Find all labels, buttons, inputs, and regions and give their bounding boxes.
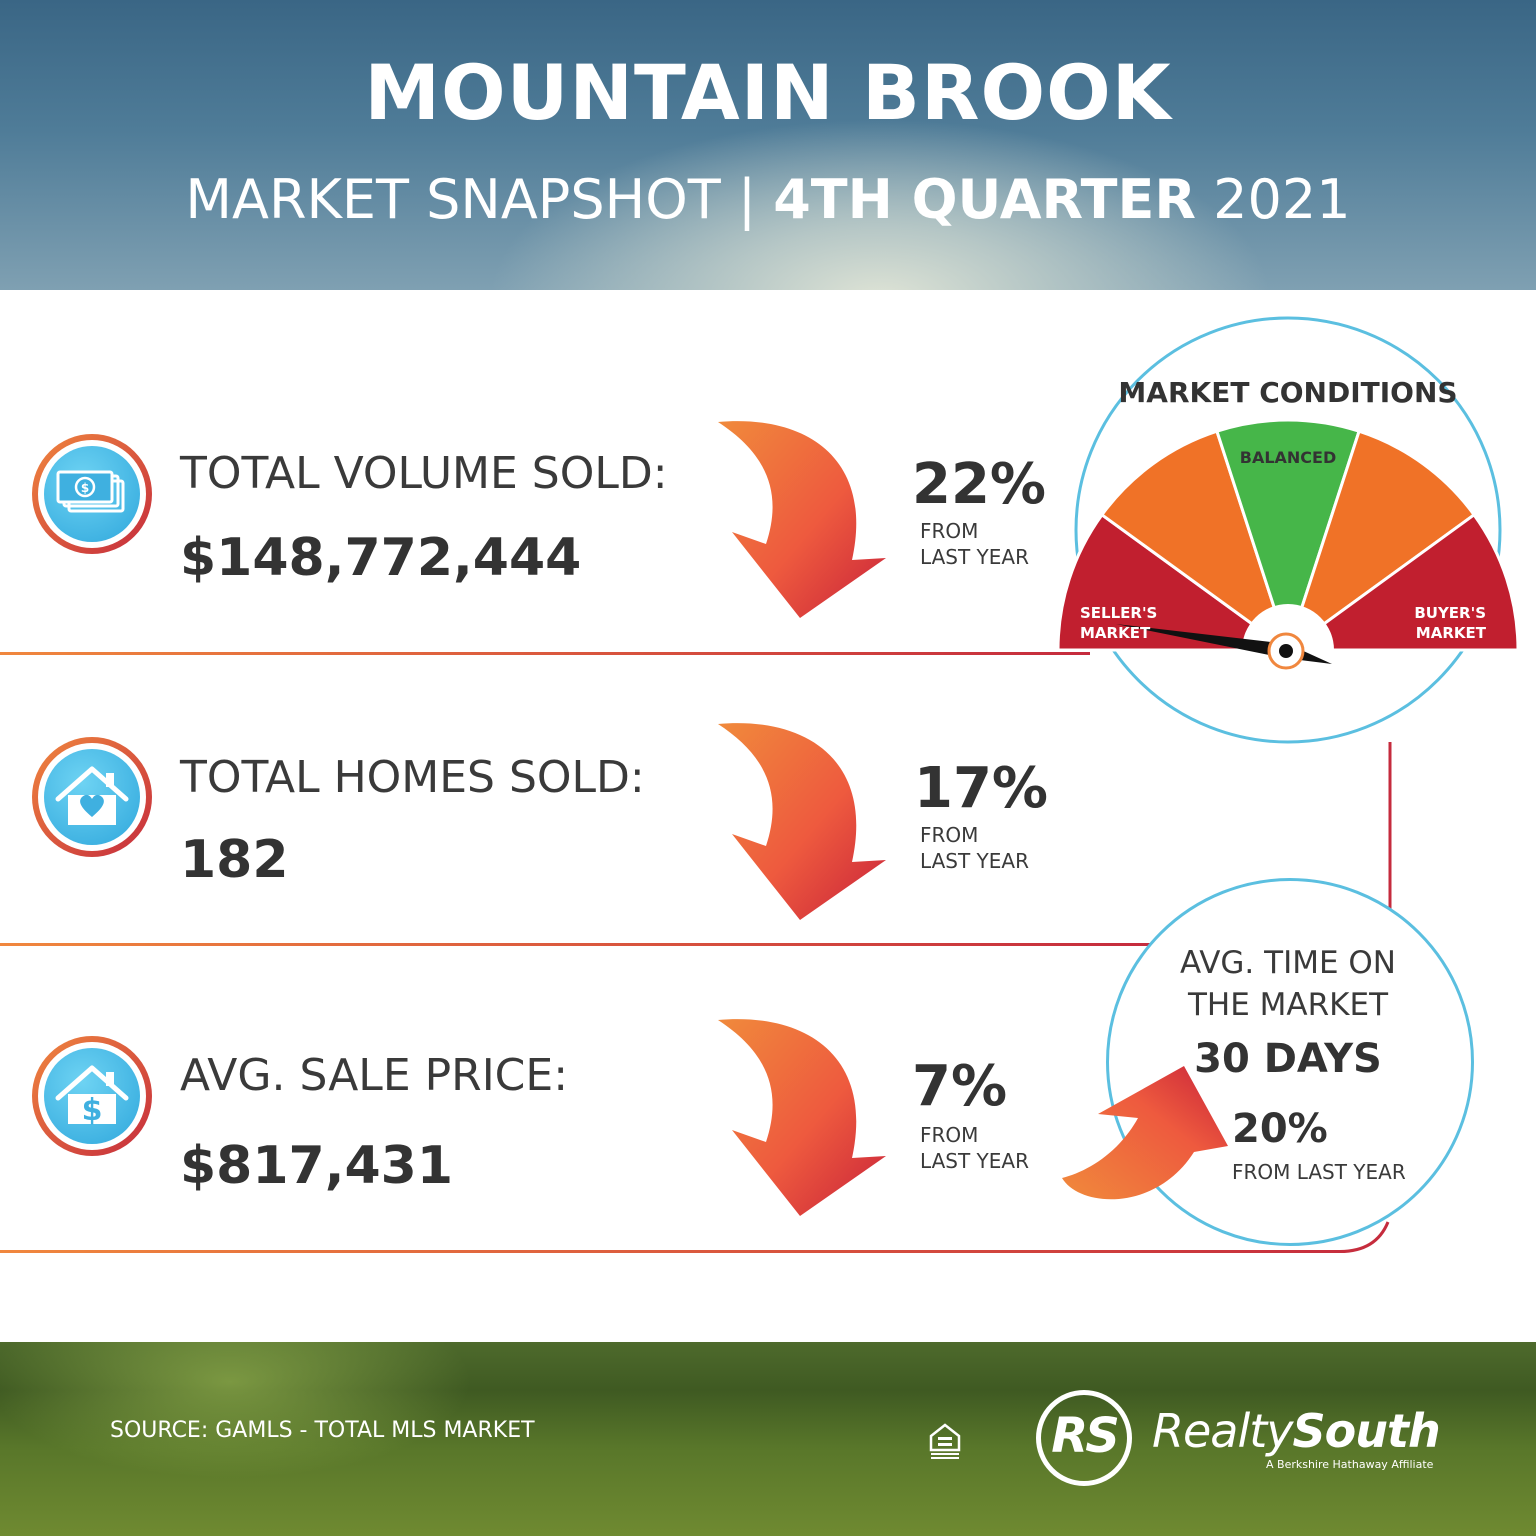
- stat-change-homes: 17%: [914, 756, 1049, 821]
- realtysouth-logo-mark: [1036, 1390, 1132, 1486]
- stat-change-price: 7%: [912, 1054, 1008, 1119]
- time-on-market-from: FROM LAST YEAR: [1232, 1160, 1406, 1184]
- stat-from-volume: FROM LAST YEAR: [920, 518, 1029, 570]
- realtysouth-logo-text: RealtySouth: [1152, 1404, 1441, 1458]
- house-heart-icon: [32, 737, 152, 857]
- gauge-label-buyer-2: MARKET: [1416, 624, 1487, 642]
- subtitle-year: 2021: [1195, 168, 1351, 231]
- down-arrow-icon: [718, 1019, 886, 1216]
- gauge-segment-buyer-lean: [1285, 429, 1477, 654]
- from-label: FROM: [920, 519, 979, 543]
- svg-text:$: $: [82, 1093, 103, 1128]
- stat-label-volume: TOTAL VOLUME SOLD:: [180, 448, 668, 499]
- down-arrow-icon: [718, 421, 886, 618]
- header-banner: MOUNTAIN BROOK MARKET SNAPSHOT | 4TH QUA…: [0, 0, 1536, 290]
- gauge-label-seller-1: SELLER'S: [1080, 604, 1157, 622]
- money-icon: $: [32, 434, 152, 554]
- stat-label-price: AVG. SALE PRICE:: [180, 1050, 569, 1101]
- footer-banner: [0, 1342, 1536, 1536]
- page-title: MOUNTAIN BROOK: [364, 48, 1172, 137]
- subtitle-quarter: 4TH QUARTER: [773, 168, 1196, 231]
- last-year-label: LAST YEAR: [920, 545, 1029, 569]
- stat-from-price: FROM LAST YEAR: [920, 1122, 1029, 1174]
- stat-from-homes: FROM LAST YEAR: [920, 822, 1029, 874]
- gauge-segment-buyer: [1283, 512, 1520, 652]
- time-on-market-value: 30 DAYS: [1194, 1036, 1382, 1082]
- logo-rs: RS: [1051, 1408, 1120, 1464]
- gauge-label-seller-2: MARKET: [1080, 624, 1151, 642]
- gauge-segment-seller: [1056, 512, 1293, 652]
- stat-value-price: $817,431: [180, 1136, 454, 1196]
- subtitle-market-snapshot: MARKET SNAPSHOT |: [185, 168, 774, 231]
- divider-3: [0, 1221, 1390, 1253]
- market-conditions-title: MARKET CONDITIONS: [1118, 376, 1458, 409]
- brand-south: South: [1292, 1404, 1441, 1458]
- house-dollar-icon: $: [32, 1036, 152, 1156]
- gauge-segment-seller-lean: [1099, 429, 1291, 654]
- divider-2: [0, 943, 1150, 946]
- gauge-label-balanced: BALANCED: [1240, 448, 1337, 467]
- logo-tagline: A Berkshire Hathaway Affiliate: [1266, 1458, 1434, 1471]
- from-label: FROM: [920, 1123, 979, 1147]
- svg-text:$: $: [81, 481, 89, 495]
- stat-value-homes: 182: [180, 830, 289, 890]
- tom-line-2: THE MARKET: [1187, 987, 1389, 1023]
- stat-label-homes: TOTAL HOMES SOLD:: [180, 752, 645, 803]
- stat-change-volume: 22%: [912, 452, 1047, 517]
- gauge-label-buyer-1: BUYER'S: [1414, 604, 1486, 622]
- page-subtitle: MARKET SNAPSHOT | 4TH QUARTER 2021: [0, 168, 1536, 231]
- source-text: SOURCE: GAMLS - TOTAL MLS MARKET: [110, 1418, 535, 1443]
- from-label: FROM: [920, 823, 979, 847]
- brand-realty: Realty: [1152, 1404, 1293, 1458]
- time-on-market-label: AVG. TIME ON THE MARKET: [1110, 942, 1466, 1026]
- time-on-market-change: 20%: [1232, 1106, 1328, 1152]
- last-year-label: LAST YEAR: [920, 849, 1029, 873]
- equal-housing-icon: [929, 1423, 961, 1459]
- stat-value-volume: $148,772,444: [180, 528, 582, 588]
- divider-1: [0, 652, 1090, 655]
- down-arrow-icon: [718, 723, 886, 920]
- last-year-label: LAST YEAR: [920, 1149, 1029, 1173]
- tom-line-1: AVG. TIME ON: [1179, 945, 1397, 981]
- gauge-segment-balanced: [1215, 418, 1361, 655]
